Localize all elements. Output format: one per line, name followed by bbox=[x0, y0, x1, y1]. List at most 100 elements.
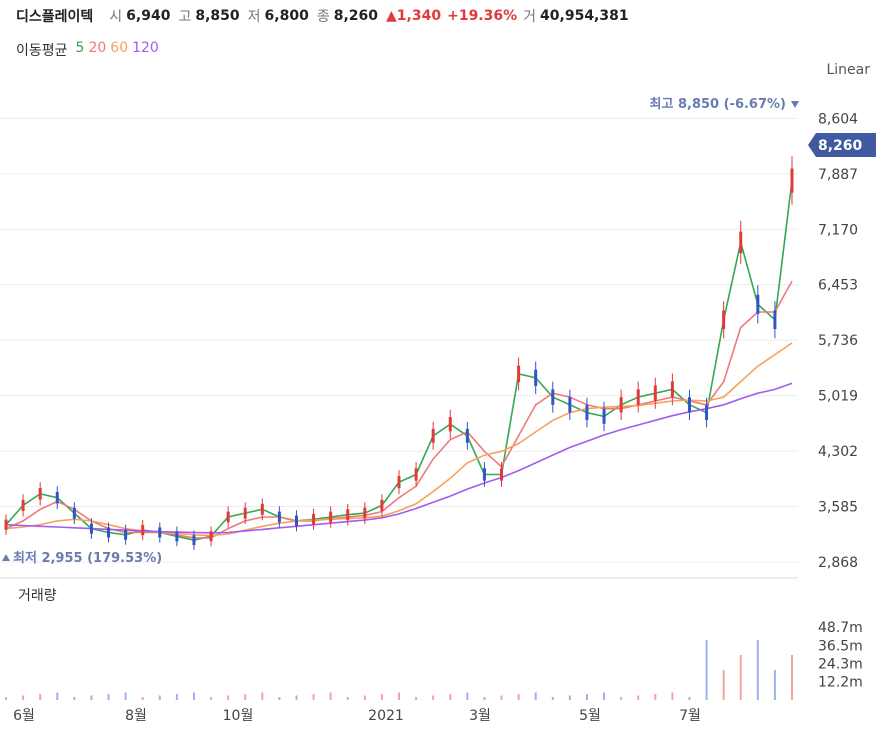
candle-body bbox=[448, 416, 452, 432]
current-price-tag bbox=[808, 132, 876, 157]
candle-body bbox=[756, 294, 760, 314]
price-tick-label: 4,302 bbox=[818, 444, 858, 460]
volume-bar bbox=[722, 670, 725, 700]
candle-body bbox=[722, 310, 726, 330]
high-value: 8,850 bbox=[195, 8, 240, 24]
price-tick-label: 5,019 bbox=[818, 389, 858, 405]
candle-body bbox=[192, 535, 196, 546]
volume-bar bbox=[363, 695, 366, 700]
volume-bar bbox=[329, 692, 332, 700]
volume-bar bbox=[346, 697, 349, 700]
close-label: 종 bbox=[316, 9, 330, 25]
ma-20-label[interactable]: 20 bbox=[88, 40, 107, 56]
candle-body bbox=[72, 507, 76, 519]
volume-panel-title: 거래량 bbox=[18, 588, 57, 604]
volume-bar bbox=[39, 694, 42, 700]
price-tick-label: 7,887 bbox=[818, 167, 858, 183]
volume-bar bbox=[244, 694, 247, 700]
candle-body bbox=[568, 397, 572, 413]
volume-bar bbox=[22, 695, 25, 700]
candle-body bbox=[226, 511, 230, 523]
high-label: 고 bbox=[178, 9, 192, 25]
ma-line-20 bbox=[5, 280, 793, 539]
scale-toggle[interactable]: Linear bbox=[826, 62, 870, 78]
volume-bar bbox=[791, 655, 793, 700]
volume-label: 거 bbox=[523, 9, 537, 25]
candle-body bbox=[277, 511, 281, 523]
x-tick-label: 8월 bbox=[125, 708, 147, 724]
volume-tick-label: 36.5m bbox=[818, 638, 863, 654]
ma-5-label[interactable]: 5 bbox=[75, 40, 85, 56]
candle-body bbox=[312, 514, 316, 525]
volume-bar bbox=[585, 694, 588, 700]
low-value: 6,800 bbox=[264, 8, 309, 24]
volume-bar bbox=[705, 640, 708, 700]
candle-body bbox=[55, 491, 59, 504]
candle-body bbox=[329, 511, 333, 523]
candle-body bbox=[534, 369, 538, 386]
stock-name: 디스플레이텍 bbox=[16, 9, 94, 25]
volume-tick-label: 12.2m bbox=[818, 675, 863, 691]
volume-bar bbox=[620, 697, 623, 700]
candle-body bbox=[260, 503, 264, 515]
volume-bar bbox=[227, 695, 230, 700]
volume-bar bbox=[637, 695, 640, 700]
candle-body bbox=[21, 499, 25, 511]
stock-header: 디스플레이텍 시 6,940 고 8,850 저 6,800 종 8,260 ▲… bbox=[16, 4, 637, 28]
ma-120-label[interactable]: 120 bbox=[132, 40, 159, 56]
volume-tick-label: 48.7m bbox=[818, 620, 863, 636]
volume-bar bbox=[568, 695, 571, 700]
candle-body bbox=[431, 428, 435, 443]
candle-body bbox=[602, 409, 606, 424]
volume-bar bbox=[210, 697, 213, 700]
close-value: 8,260 bbox=[333, 8, 379, 24]
volume-bar bbox=[56, 692, 59, 700]
x-tick-label: 10월 bbox=[223, 708, 254, 724]
moving-average-legend[interactable]: 이동평균 5 20 60 120 bbox=[16, 40, 159, 60]
candle-body bbox=[380, 499, 384, 511]
volume-bar bbox=[671, 692, 674, 700]
volume-bar bbox=[278, 697, 281, 700]
volume-bar bbox=[739, 655, 742, 700]
candle-body bbox=[653, 385, 657, 402]
volume-value: 40,954,381 bbox=[540, 8, 629, 24]
volume-bar bbox=[107, 694, 110, 700]
candle-body bbox=[465, 428, 469, 443]
min-marker-icon bbox=[2, 554, 10, 561]
ma-legend-title: 이동평균 bbox=[16, 43, 68, 59]
candle-body bbox=[551, 389, 555, 405]
volume-bar bbox=[175, 694, 178, 700]
candle-body bbox=[585, 405, 589, 421]
open-value: 6,940 bbox=[126, 8, 171, 24]
price-tick-label: 5,736 bbox=[818, 333, 858, 349]
price-tick-label: 8,604 bbox=[818, 111, 858, 127]
x-tick-label: 6월 bbox=[13, 708, 35, 724]
candle-body bbox=[687, 397, 691, 413]
volume-bar bbox=[124, 692, 127, 700]
candle-body bbox=[243, 507, 247, 519]
volume-tick-label: 24.3m bbox=[818, 657, 863, 673]
ma-line-120 bbox=[5, 382, 793, 534]
x-tick-label: 7월 bbox=[679, 708, 701, 724]
candle-body bbox=[790, 168, 794, 193]
volume-bar bbox=[158, 695, 161, 700]
volume-bar bbox=[295, 695, 298, 700]
volume-bar bbox=[261, 692, 264, 700]
candle-body bbox=[158, 527, 162, 538]
volume-bar bbox=[534, 692, 537, 700]
candle-body bbox=[38, 487, 42, 500]
candle-body bbox=[619, 397, 623, 413]
price-tick-label: 2,868 bbox=[818, 555, 858, 571]
candle-body bbox=[397, 476, 401, 489]
candle-body bbox=[636, 389, 640, 405]
change-percent: +19.36% bbox=[447, 8, 518, 24]
volume-bar bbox=[773, 670, 776, 700]
candle-body bbox=[346, 509, 350, 521]
ma-60-label[interactable]: 60 bbox=[110, 40, 129, 56]
candle-body bbox=[124, 529, 128, 540]
candle-body bbox=[500, 468, 504, 481]
min-price-annotation: 최저 2,955 (179.53%) bbox=[13, 551, 162, 566]
candle-body bbox=[107, 527, 111, 538]
volume-bar bbox=[73, 697, 76, 700]
